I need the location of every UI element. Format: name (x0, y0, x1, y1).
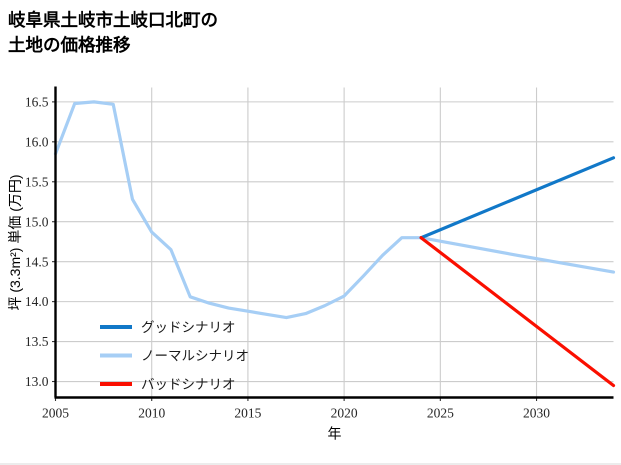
page-title: 岐阜県土岐市土岐口北町の 土地の価格推移 (8, 10, 218, 55)
y-axis-tick-labels: 13.0 13.5 14.0 14.5 15.0 15.5 16.0 16.5 (25, 94, 49, 389)
x-tick-label: 2020 (331, 406, 358, 421)
series-line-bad (419, 236, 616, 388)
x-tick-label: 2010 (138, 406, 165, 421)
y-tick-label: 16.5 (25, 94, 49, 109)
legend-label: ノーマルシナリオ (141, 349, 249, 364)
series-line-normal (53, 100, 616, 320)
y-axis-title: 坪 (3.3m²) 単価 (万円) (7, 174, 23, 310)
x-tick-label: 2005 (42, 406, 69, 421)
y-tick-label: 16.0 (25, 134, 49, 149)
horizontal-gridlines (55, 101, 614, 383)
x-tick-label: 2025 (427, 406, 454, 421)
series-line-good (419, 156, 616, 240)
y-tick-label: 14.5 (25, 254, 49, 269)
x-tick-label: 2030 (523, 406, 550, 421)
x-tick-label: 2015 (234, 406, 261, 421)
data-series-group (53, 100, 616, 388)
x-axis-title: 年 (328, 426, 342, 442)
plot-background (55, 87, 614, 398)
y-tick-label: 15.0 (25, 214, 49, 229)
legend-label: グッドシナリオ (141, 320, 236, 335)
x-axis-tick-labels: 2005 2010 2015 2020 2025 2030 (42, 406, 550, 421)
y-tick-label: 13.0 (25, 374, 49, 389)
y-tick-label: 15.5 (25, 174, 49, 189)
y-tick-label: 13.5 (25, 334, 49, 349)
axis-spines (54, 86, 614, 399)
legend-label: バッドシナリオ (141, 377, 236, 392)
y-tick-label: 14.0 (25, 294, 49, 309)
